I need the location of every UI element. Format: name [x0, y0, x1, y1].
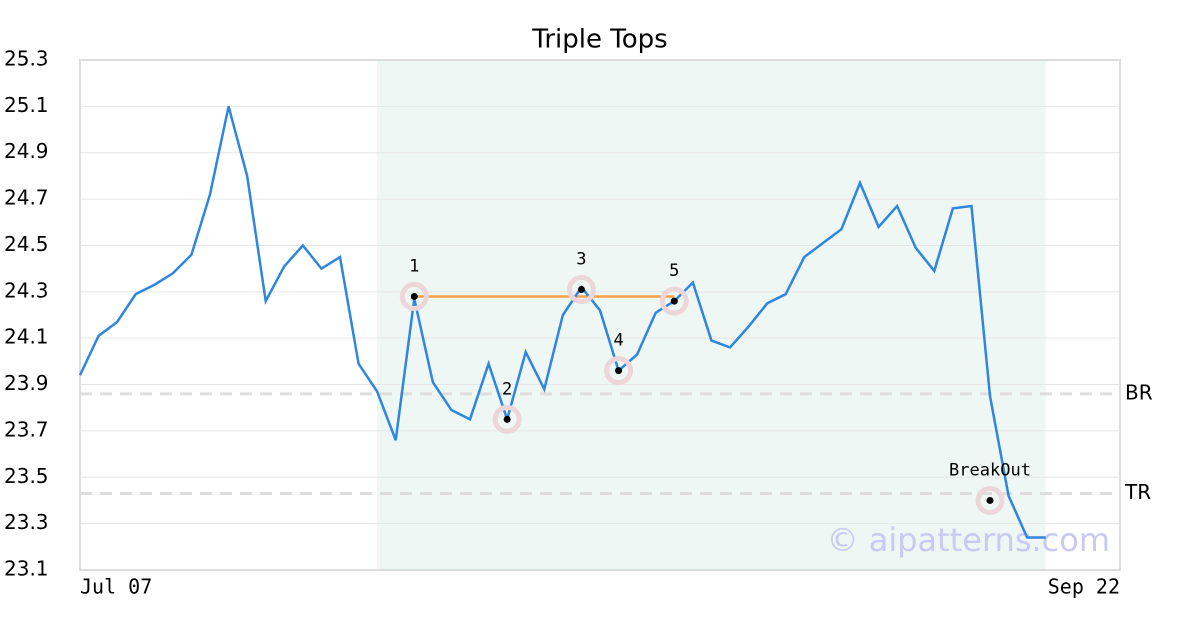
chart-title: Triple Tops — [531, 25, 667, 55]
point-halo — [566, 275, 596, 304]
point-dot — [410, 292, 418, 300]
y-tick-label: 24.9 — [4, 139, 49, 163]
x-tick-label: Sep 22 — [1048, 575, 1120, 599]
point-dot — [986, 496, 994, 504]
level-label: TR — [1124, 480, 1151, 504]
y-tick-label: 23.3 — [4, 510, 49, 534]
plot-frame — [79, 59, 1121, 571]
level-label: BR — [1125, 380, 1153, 404]
y-tick-label: 24.3 — [4, 278, 49, 302]
point-halo — [399, 281, 429, 311]
y-tick-label: 23.1 — [4, 557, 49, 581]
point-label: 4 — [613, 331, 623, 351]
pattern-region — [377, 60, 1046, 570]
y-tick-label: 24.1 — [4, 325, 49, 349]
point-halo — [492, 404, 522, 434]
point-dot — [577, 286, 585, 293]
point-label: 3 — [576, 250, 586, 270]
point-dot — [503, 415, 511, 423]
y-tick-label: 25.3 — [4, 47, 49, 71]
point-halo — [659, 286, 689, 316]
y-tick-label: 23.7 — [4, 417, 49, 441]
y-tick-label: 24.5 — [4, 232, 49, 256]
watermark: © aipatterns.com — [827, 521, 1110, 559]
y-tick-label: 23.5 — [4, 464, 49, 488]
point-dot — [670, 297, 678, 305]
x-tick-label: Jul 07 — [80, 575, 152, 599]
y-tick-label: 24.7 — [4, 186, 49, 210]
point-halo — [604, 356, 634, 386]
price-line — [78, 106, 1046, 539]
point-dot — [615, 367, 623, 375]
point-label: 5 — [669, 261, 679, 281]
y-tick-label: 25.1 — [4, 93, 49, 117]
point-label: 2 — [502, 379, 512, 399]
point-label: 1 — [409, 256, 419, 276]
point-label: BreakOut — [949, 460, 1031, 480]
y-tick-label: 23.9 — [4, 371, 49, 395]
point-halo — [975, 485, 1005, 515]
